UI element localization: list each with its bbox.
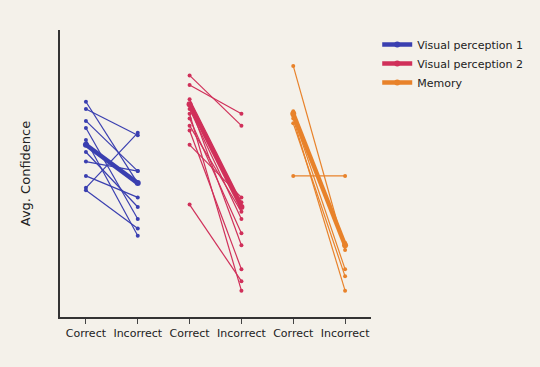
svg-text:Visual perception 1: Visual perception 1 — [417, 39, 523, 52]
svg-text:Visual perception 2: Visual perception 2 — [417, 58, 523, 71]
svg-text:Correct: Correct — [66, 327, 107, 340]
svg-text:Incorrect: Incorrect — [113, 327, 162, 340]
svg-text:Incorrect: Incorrect — [321, 327, 370, 340]
svg-text:Memory: Memory — [417, 77, 462, 90]
svg-text:Correct: Correct — [273, 327, 314, 340]
svg-text:Correct: Correct — [170, 327, 211, 340]
svg-text:Avg. Confidence: Avg. Confidence — [18, 121, 33, 226]
svg-text:Incorrect: Incorrect — [217, 327, 266, 340]
